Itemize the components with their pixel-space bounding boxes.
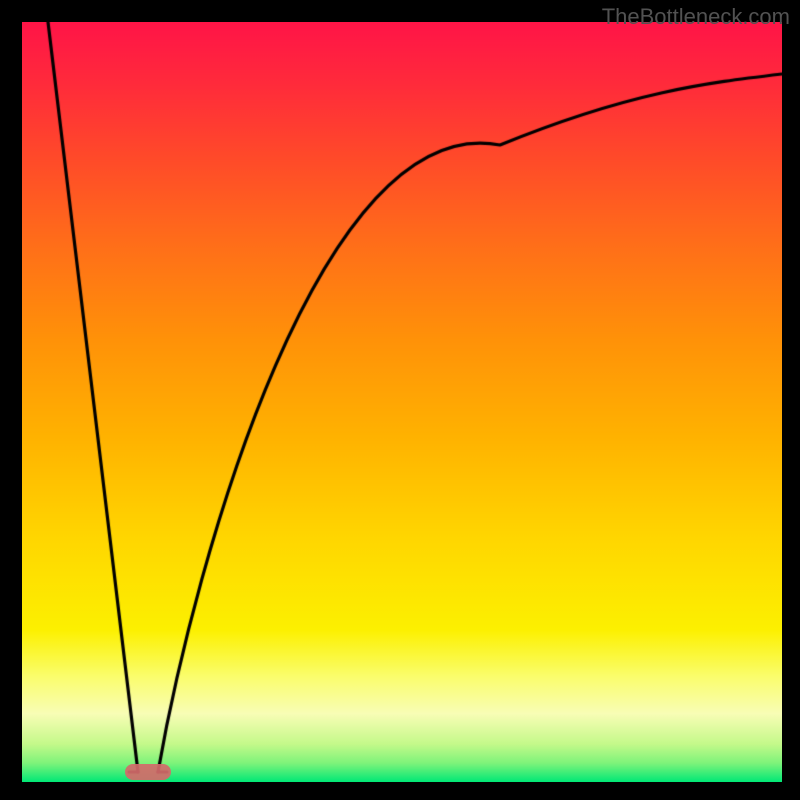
vertex-marker	[125, 764, 171, 780]
watermark-text: TheBottleneck.com	[602, 4, 790, 30]
plot-area	[22, 22, 782, 782]
curve-canvas	[22, 22, 782, 782]
